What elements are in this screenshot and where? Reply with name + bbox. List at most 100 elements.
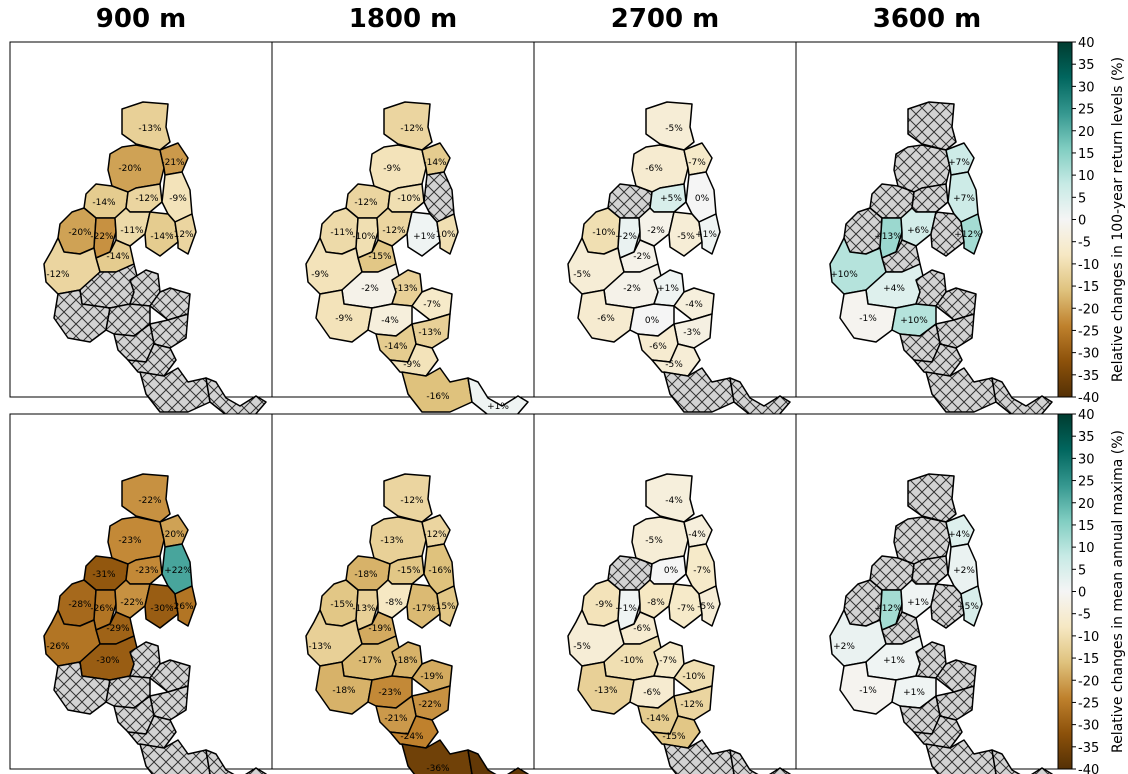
map-panel-r1-c2: -4%-5%-4%0% -7%-9% +1%-8%-7% -5%-6%-5%-10% -… [533,413,797,774]
region-value-label: -24% [400,732,424,742]
region-value-label: +4% [948,530,970,540]
region-12 [829,609,887,667]
colorbar-tick-label: 35 [1078,430,1095,445]
colorbar-tick-label: -25 [1078,696,1099,711]
map-panel-r0-c0: -13%-20%-21%-14% -12% -9%-20%-22%-11%-14%-… [9,41,273,419]
region-value-label: -15% [368,252,392,262]
colorbar-tick-label: 30 [1078,80,1095,95]
region-value-label: -2% [361,284,379,294]
region-value-label: -10% [432,230,456,240]
colorbar-tick-label: -15 [1078,280,1099,295]
region-value-label: -6% [649,342,667,352]
colorbar-tick-label: -30 [1078,719,1099,734]
region-value-label: -8% [647,598,665,608]
region-value-label: -22% [138,496,162,506]
map-panel-r1-c1: -12%-13%-12%-18% -15% -16%-15%-13%-8%-17%-… [271,413,535,774]
region-value-label: -10% [682,672,706,682]
region-0 [383,101,433,151]
region-value-label: -21% [161,158,185,168]
colorbar-tick-label: 35 [1078,58,1095,73]
region-value-label: -12% [680,700,704,710]
colorbar-axis-label: Relative changes in mean annual maxima (… [1110,430,1126,753]
colorbar-tick-label: 25 [1078,103,1095,118]
region-12 [305,609,363,667]
region-value-label: -5% [573,270,591,280]
region-value-label: +6% [907,226,929,236]
region-value-label: -4% [688,530,706,540]
colorbar-tick-label: 25 [1078,475,1095,490]
region-10 [960,585,983,627]
region-value-label: -14% [384,342,408,352]
region-9 [406,211,441,257]
region-no-data [907,473,957,523]
region-value-label: -1% [859,686,877,696]
region-value-label: -14% [106,252,130,262]
colorbar-tick-label: -25 [1078,324,1099,339]
region-value-label: -13% [352,604,376,614]
region-9 [406,583,441,629]
region-value-label: -31% [92,570,116,580]
region-value-label: -9% [169,194,187,204]
colorbar-tick-label: 0 [1078,214,1086,229]
region-22 [467,749,529,774]
colorbar-tick-label: 30 [1078,452,1095,467]
colorbar-tick-label: -35 [1078,741,1099,756]
region-10 [698,213,721,255]
region-value-label: -12% [354,198,378,208]
region-value-label: -9% [403,360,421,370]
map-panel-r0-c3: +7% +7% +13% +6% +12% +10% +4% -1% +10% [795,41,1059,419]
region-value-label: +1% [903,688,925,698]
region-value-label: -4% [665,496,683,506]
region-value-label: -20% [118,164,142,174]
region-value-label: +5% [957,602,979,612]
region-10 [960,213,983,255]
region-22 [467,377,529,419]
region-value-label: +7% [948,158,970,168]
region-value-label: -12% [400,496,424,506]
colorbar-tick-label: -5 [1078,236,1091,251]
region-value-label: -12% [382,226,406,236]
region-value-label: -23% [378,688,402,698]
region-value-label: -15% [397,566,421,576]
colorbar-tick-label: 20 [1078,125,1095,140]
region-value-label: +2% [833,642,855,652]
map-panel-r1-c0: -22%-23%-20%-31% -23% +22%-28%-26%-22%-30%… [9,413,273,774]
region-value-label: -7% [423,300,441,310]
region-value-label: -9% [335,314,353,324]
region-value-label: +2% [615,232,637,242]
region-0 [645,473,695,523]
colorbar-tick-label: 5 [1078,191,1086,206]
region-value-label: -10% [620,656,644,666]
region-value-label: -5% [697,602,715,612]
region-value-label: -6% [597,314,615,324]
region-value-label: -22% [120,598,144,608]
colorbar-tick-label: -35 [1078,369,1099,384]
region-12 [305,237,363,295]
region-value-label: -7% [659,656,677,666]
region-value-label: -8% [385,598,403,608]
region-value-label: -14% [423,158,447,168]
region-value-label: -4% [381,316,399,326]
region-value-label: -23% [118,536,142,546]
region-10 [436,585,459,627]
region-value-label: -21% [384,714,408,724]
region-value-label: +1% [695,230,717,240]
colorbar-tick-label: 0 [1078,586,1086,601]
region-value-label: -13% [138,124,162,134]
region-value-label: -6% [643,688,661,698]
map-panel-r0-c2: -5%-6%-7%+5% 0%-10% +2%-2%-5% +1%-2%-5%-2% +… [533,41,797,419]
region-value-label: -7% [688,158,706,168]
region-10 [174,213,197,255]
region-value-label: +12% [874,604,902,614]
region-value-label: -20% [68,228,92,238]
region-value-label: -18% [332,686,356,696]
region-10 [174,585,197,627]
region-value-label: +1% [413,232,435,242]
region-value-label: 0% [664,566,679,576]
region-value-label: -12% [170,230,194,240]
colorbar-tick-label: -5 [1078,608,1091,623]
region-value-label: -17% [412,604,436,614]
colorbar-tick-label: 20 [1078,497,1095,512]
region-value-label: -13% [394,284,418,294]
region-9 [144,211,179,257]
